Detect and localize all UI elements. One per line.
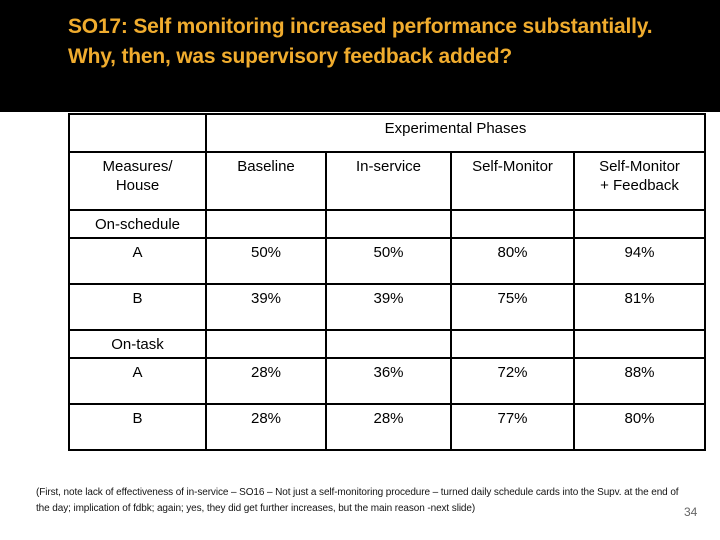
slide-title-bar: SO17: Self monitoring increased performa… xyxy=(0,0,720,112)
corner-empty-cell xyxy=(68,113,207,153)
value-cell: 28% xyxy=(205,357,327,405)
section-label-cell: On-schedule xyxy=(68,209,207,239)
column-header-row: Measures/ House Baseline In-service Self… xyxy=(68,151,706,211)
value-cell: 81% xyxy=(573,283,706,331)
slide-title: SO17: Self monitoring increased performa… xyxy=(68,15,653,68)
phases-header-row: Experimental Phases xyxy=(68,113,706,153)
value-cell: 72% xyxy=(450,357,575,405)
page-number: 34 xyxy=(684,505,698,519)
column-header-inservice: In-service xyxy=(325,151,452,211)
value-cell: 50% xyxy=(205,237,327,285)
value-cell: 75% xyxy=(450,283,575,331)
column-header-selfmonitor-feedback: Self-Monitor + Feedback xyxy=(573,151,706,211)
row-label-cell: B xyxy=(68,403,207,451)
value-cell: 28% xyxy=(325,403,452,451)
section-row: On-task xyxy=(68,329,706,359)
speaker-note: (First, note lack of effectiveness of in… xyxy=(36,487,679,514)
value-cell: 80% xyxy=(450,237,575,285)
section-empty-cell xyxy=(450,329,575,359)
section-label-cell: On-task xyxy=(68,329,207,359)
value-cell: 36% xyxy=(325,357,452,405)
table-row: B 39% 39% 75% 81% xyxy=(68,283,706,331)
table-row: B 28% 28% 77% 80% xyxy=(68,403,706,451)
section-empty-cell xyxy=(325,329,452,359)
section-empty-cell xyxy=(325,209,452,239)
results-table: Experimental Phases Measures/ House Base… xyxy=(68,113,706,451)
section-empty-cell xyxy=(573,209,706,239)
value-cell: 39% xyxy=(205,283,327,331)
section-empty-cell xyxy=(205,329,327,359)
section-row: On-schedule xyxy=(68,209,706,239)
section-empty-cell xyxy=(573,329,706,359)
column-header-selfmonitor: Self-Monitor xyxy=(450,151,575,211)
value-cell: 80% xyxy=(573,403,706,451)
table-row: A 28% 36% 72% 88% xyxy=(68,357,706,405)
results-table-body: On-schedule A 50% 50% 80% 94% B 39% 39% 75% 81% On-… xyxy=(68,209,706,451)
row-label-cell: A xyxy=(68,357,207,405)
row-label-cell: A xyxy=(68,237,207,285)
phases-span-header: Experimental Phases xyxy=(205,113,706,153)
value-cell: 94% xyxy=(573,237,706,285)
value-cell: 77% xyxy=(450,403,575,451)
column-header-baseline: Baseline xyxy=(205,151,327,211)
value-cell: 50% xyxy=(325,237,452,285)
value-cell: 28% xyxy=(205,403,327,451)
corner-header-cell: Measures/ House xyxy=(68,151,207,211)
row-label-cell: B xyxy=(68,283,207,331)
section-empty-cell xyxy=(450,209,575,239)
table-row: A 50% 50% 80% 94% xyxy=(68,237,706,285)
value-cell: 88% xyxy=(573,357,706,405)
section-empty-cell xyxy=(205,209,327,239)
value-cell: 39% xyxy=(325,283,452,331)
